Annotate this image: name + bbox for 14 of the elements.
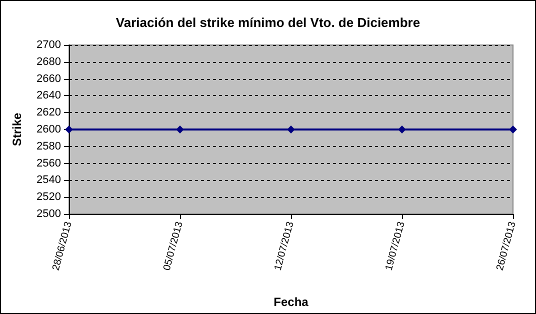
y-tick-label: 2640 xyxy=(36,90,61,102)
y-tick-label: 2660 xyxy=(36,72,61,85)
y-axis-title: Strike xyxy=(10,112,24,146)
y-tick-label: 2520 xyxy=(36,191,61,204)
y-tick-label: 2540 xyxy=(36,174,61,186)
y-tick-label: 2560 xyxy=(36,157,61,170)
chart-title: Variación del strike mínimo del Vto. de Diciembre xyxy=(116,15,420,30)
y-tick-label: 2580 xyxy=(36,140,61,152)
y-tick-label: 2600 xyxy=(36,124,61,136)
y-tick-label: 2500 xyxy=(36,208,61,220)
y-tick-label: 2620 xyxy=(36,106,61,119)
x-axis-title: Fecha xyxy=(274,295,309,309)
y-tick-label: 2700 xyxy=(36,39,61,51)
y-tick-label: 2680 xyxy=(36,56,61,68)
